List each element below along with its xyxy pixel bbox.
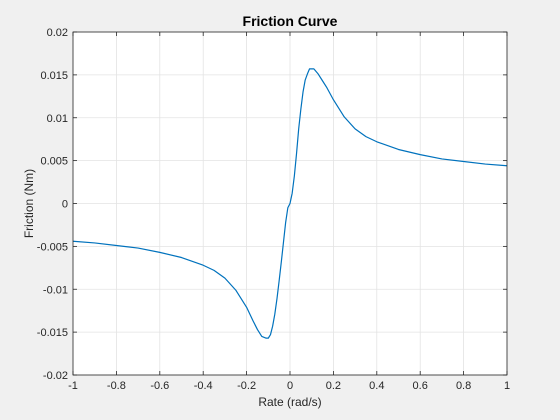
x-axis-label: Rate (rad/s) [258, 395, 321, 409]
y-tick-label: -0.01 [43, 284, 68, 296]
y-tick-label: -0.005 [37, 241, 68, 253]
y-tick-label: 0 [62, 199, 68, 211]
x-tick-label: -0.2 [237, 380, 256, 392]
x-tick-label: -0.6 [150, 380, 169, 392]
x-tick-label: 1 [504, 380, 510, 392]
y-tick-label: 0.01 [47, 113, 68, 125]
y-tick-label: 0.005 [40, 156, 68, 168]
y-tick-label: 0.015 [40, 70, 68, 82]
x-tick-label: 0.6 [413, 380, 428, 392]
x-tick-label: -1 [68, 380, 78, 392]
y-tick-label: -0.02 [43, 370, 68, 382]
chart-title: Friction Curve [243, 13, 338, 29]
x-tick-label: -0.4 [194, 380, 213, 392]
y-axis-label: Friction (Nm) [22, 169, 36, 238]
x-tick-label: -0.8 [107, 380, 126, 392]
x-tick-label: 0 [287, 380, 293, 392]
x-tick-label: 0.4 [369, 380, 384, 392]
y-tick-label: -0.015 [37, 327, 68, 339]
x-tick-label: 0.2 [326, 380, 341, 392]
x-tick-label: 0.8 [456, 380, 471, 392]
y-tick-label: 0.02 [47, 27, 68, 39]
